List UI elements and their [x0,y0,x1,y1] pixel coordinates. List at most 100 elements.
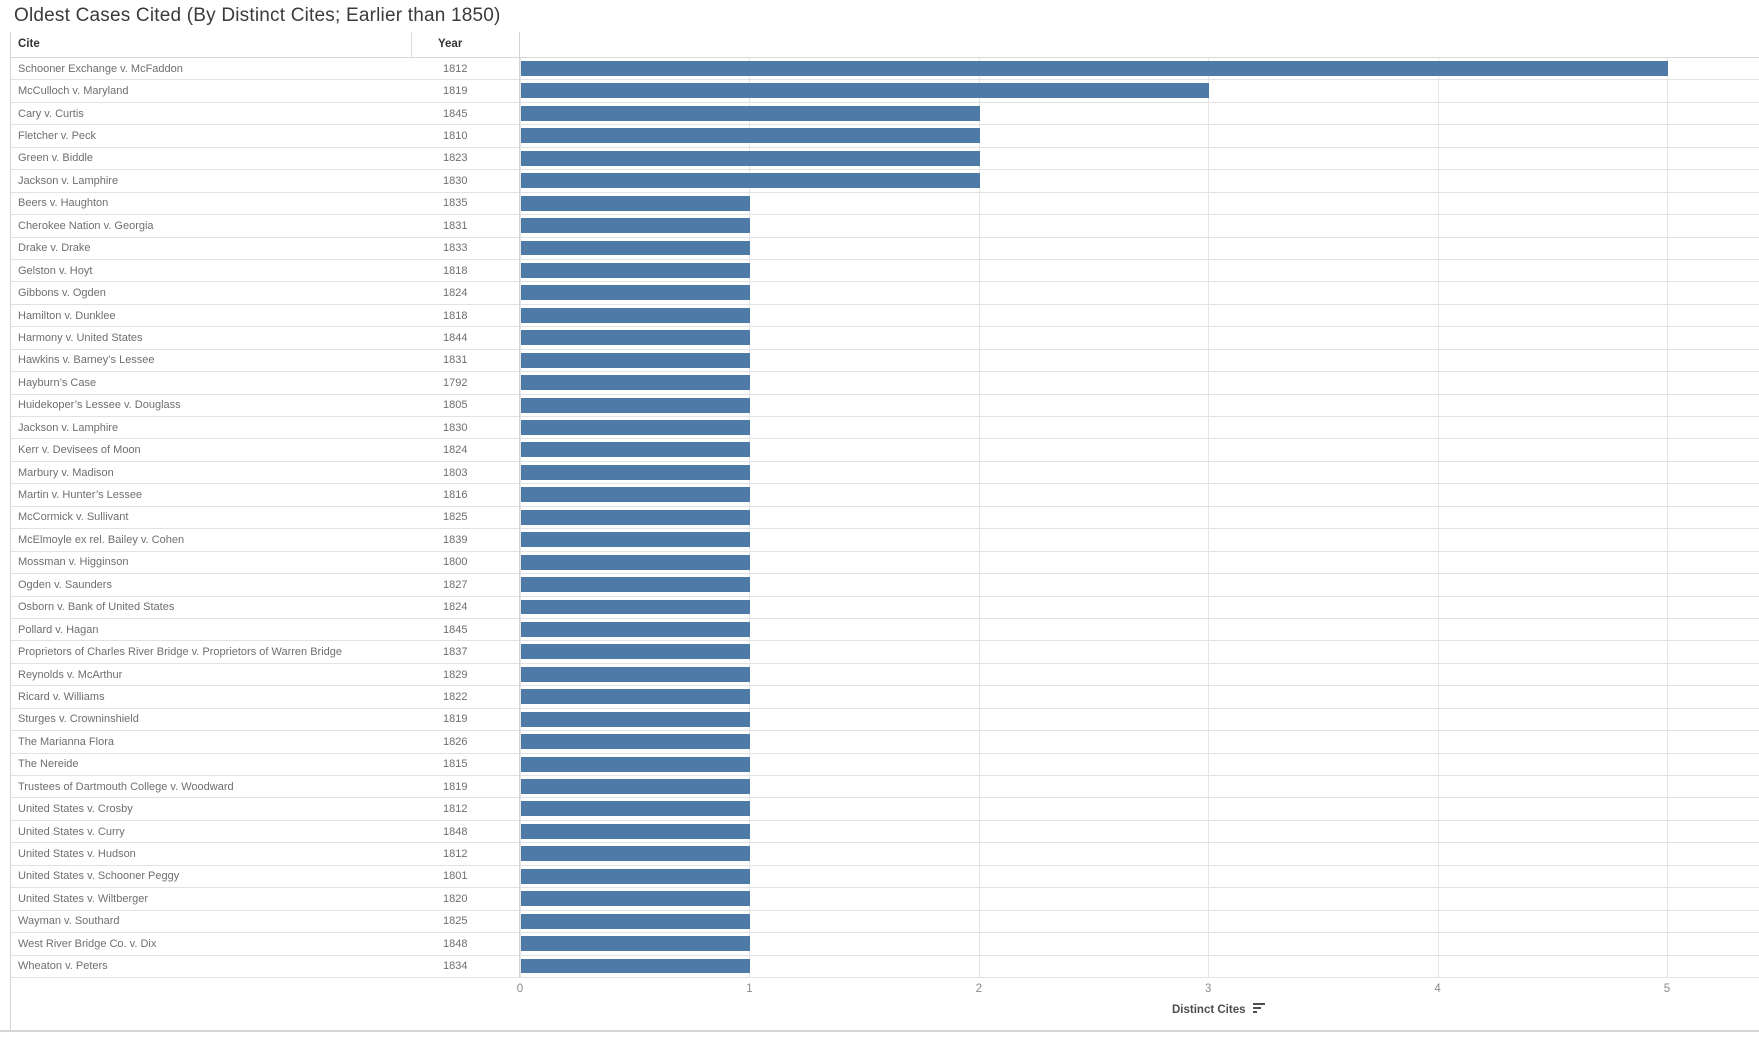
year-label[interactable]: 1824 [443,287,468,300]
cite-label[interactable]: Hamilton v. Dunklee [18,309,116,322]
bar[interactable] [521,644,751,660]
year-label[interactable]: 1831 [443,354,468,367]
bar[interactable] [521,307,751,323]
bar[interactable] [521,801,751,817]
year-label[interactable]: 1835 [443,197,468,210]
cite-label[interactable]: Osborn v. Bank of United States [18,601,175,614]
bar[interactable] [521,83,1210,99]
cite-label[interactable]: Cherokee Nation v. Georgia [18,219,154,232]
bar[interactable] [521,285,751,301]
year-label[interactable]: 1825 [443,915,468,928]
cite-label[interactable]: United States v. Hudson [18,848,136,861]
bar[interactable] [521,554,751,570]
year-label[interactable]: 1845 [443,623,468,636]
bar[interactable] [521,61,1668,76]
bar[interactable] [521,150,980,166]
year-label[interactable]: 1819 [443,85,468,98]
year-label[interactable]: 1848 [443,937,468,950]
bar[interactable] [521,756,751,772]
year-label[interactable]: 1830 [443,174,468,187]
bar[interactable] [521,397,751,413]
bar[interactable] [521,218,751,233]
bar[interactable] [521,128,980,144]
year-label[interactable]: 1818 [443,309,468,322]
year-label[interactable]: 1827 [443,578,468,591]
cite-label[interactable]: Jackson v. Lamphire [18,421,119,434]
cite-label[interactable]: Ogden v. Saunders [18,578,112,591]
bar[interactable] [521,621,751,637]
bar[interactable] [521,420,751,435]
bar[interactable] [521,599,751,615]
cite-label[interactable]: United States v. Crosby [18,803,133,816]
bar[interactable] [521,442,751,458]
cite-label[interactable]: The Marianna Flora [18,735,114,748]
year-label[interactable]: 1816 [443,489,468,502]
cite-label[interactable]: Gelston v. Hoyt [18,264,93,277]
year-label[interactable]: 1820 [443,892,468,905]
bar[interactable] [521,173,980,189]
cite-label[interactable]: Gibbons v. Ogden [18,287,106,300]
cite-label[interactable]: Hawkins v. Barney’s Lessee [18,354,155,367]
cite-label[interactable]: Proprietors of Charles River Bridge v. P… [18,646,343,659]
year-label[interactable]: 1822 [443,690,468,703]
year-label[interactable]: 1810 [443,130,468,143]
year-label[interactable]: 1829 [443,668,468,681]
year-label[interactable]: 1844 [443,331,468,344]
cite-label[interactable]: Wheaton v. Peters [18,960,108,973]
bar[interactable] [521,262,751,278]
year-label[interactable]: 1831 [443,219,468,232]
cite-label[interactable]: Ricard v. Williams [18,690,105,703]
year-label[interactable]: 1812 [443,62,468,75]
bar[interactable] [521,509,751,525]
year-label[interactable]: 1833 [443,242,468,255]
bar[interactable] [521,823,751,839]
bar[interactable] [521,868,751,884]
cite-label[interactable]: Sturges v. Crowninshield [18,713,139,726]
cite-label[interactable]: Jackson v. Lamphire [18,174,119,187]
cite-label[interactable]: McElmoyle ex rel. Bailey v. Cohen [18,533,185,546]
year-label[interactable]: 1819 [443,713,468,726]
cite-label[interactable]: West River Bridge Co. v. Dix [18,937,157,950]
cite-label[interactable]: Fletcher v. Peck [18,130,97,143]
year-label[interactable]: 1837 [443,646,468,659]
year-label[interactable]: 1839 [443,533,468,546]
bar[interactable] [521,375,751,391]
cite-label[interactable]: United States v. Schooner Peggy [18,870,180,883]
year-label[interactable]: 1819 [443,780,468,793]
cite-label[interactable]: Pollard v. Hagan [18,623,99,636]
bar[interactable] [521,913,751,929]
year-label[interactable]: 1826 [443,735,468,748]
year-label[interactable]: 1830 [443,421,468,434]
bar[interactable] [521,464,751,480]
cite-label[interactable]: Drake v. Drake [18,242,91,255]
year-label[interactable]: 1824 [443,444,468,457]
cite-label[interactable]: Trustees of Dartmouth College v. Woodwar… [18,780,234,793]
bar[interactable] [521,195,751,211]
column-header-cite[interactable]: Cite [18,38,40,50]
cite-label[interactable]: Cary v. Curtis [18,107,84,120]
year-label[interactable]: 1824 [443,601,468,614]
cite-label[interactable]: Schooner Exchange v. McFaddon [18,62,183,75]
cite-label[interactable]: Hayburn’s Case [18,376,97,389]
year-label[interactable]: 1845 [443,107,468,120]
bar[interactable] [521,352,751,368]
year-label[interactable]: 1800 [443,556,468,569]
year-label[interactable]: 1823 [443,152,468,165]
bar[interactable] [521,577,751,592]
bar[interactable] [521,105,980,121]
cite-label[interactable]: Kerr v. Devisees of Moon [18,444,141,457]
bar[interactable] [521,711,751,727]
cite-label[interactable]: United States v. Curry [18,825,125,838]
cite-label[interactable]: Harmony v. United States [18,331,143,344]
year-label[interactable]: 1801 [443,870,468,883]
cite-label[interactable]: Marbury v. Madison [18,466,114,479]
cite-label[interactable]: Reynolds v. McArthur [18,668,123,681]
bar[interactable] [521,487,751,503]
year-label[interactable]: 1815 [443,758,468,771]
year-label[interactable]: 1812 [443,848,468,861]
bar[interactable] [521,779,751,794]
bar[interactable] [521,532,751,548]
year-label[interactable]: 1834 [443,960,468,973]
cite-label[interactable]: McCulloch v. Maryland [18,85,129,98]
cite-label[interactable]: Martin v. Hunter’s Lessee [18,489,143,502]
